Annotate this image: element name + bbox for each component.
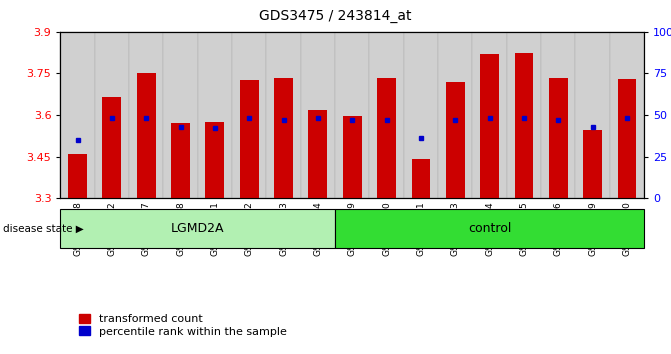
- Bar: [411, 159, 430, 198]
- Bar: [480, 54, 499, 198]
- Bar: [171, 124, 190, 198]
- Bar: [576, 32, 610, 198]
- Bar: [60, 32, 95, 198]
- Bar: [266, 32, 301, 198]
- Text: LGMD2A: LGMD2A: [171, 222, 225, 235]
- Bar: [617, 79, 636, 198]
- Legend: transformed count, percentile rank within the sample: transformed count, percentile rank withi…: [79, 314, 287, 337]
- Bar: [164, 32, 198, 198]
- Bar: [335, 209, 644, 248]
- Bar: [301, 32, 335, 198]
- Bar: [446, 82, 465, 198]
- Bar: [232, 32, 266, 198]
- Bar: [309, 109, 327, 198]
- Bar: [205, 122, 224, 198]
- Bar: [240, 80, 259, 198]
- Bar: [68, 154, 87, 198]
- Bar: [274, 78, 293, 198]
- Bar: [610, 32, 644, 198]
- Bar: [343, 116, 362, 198]
- Text: GDS3475 / 243814_at: GDS3475 / 243814_at: [259, 9, 412, 23]
- Text: disease state ▶: disease state ▶: [3, 223, 84, 233]
- Bar: [198, 32, 232, 198]
- Bar: [95, 32, 129, 198]
- Bar: [472, 32, 507, 198]
- Bar: [507, 32, 541, 198]
- Bar: [137, 73, 156, 198]
- Text: control: control: [468, 222, 511, 235]
- Bar: [438, 32, 472, 198]
- Bar: [103, 97, 121, 198]
- Bar: [549, 78, 568, 198]
- Bar: [370, 32, 404, 198]
- Bar: [335, 32, 370, 198]
- Bar: [541, 32, 576, 198]
- Bar: [404, 32, 438, 198]
- Bar: [515, 53, 533, 198]
- Bar: [377, 78, 396, 198]
- Bar: [583, 130, 602, 198]
- Bar: [60, 209, 335, 248]
- Bar: [129, 32, 164, 198]
